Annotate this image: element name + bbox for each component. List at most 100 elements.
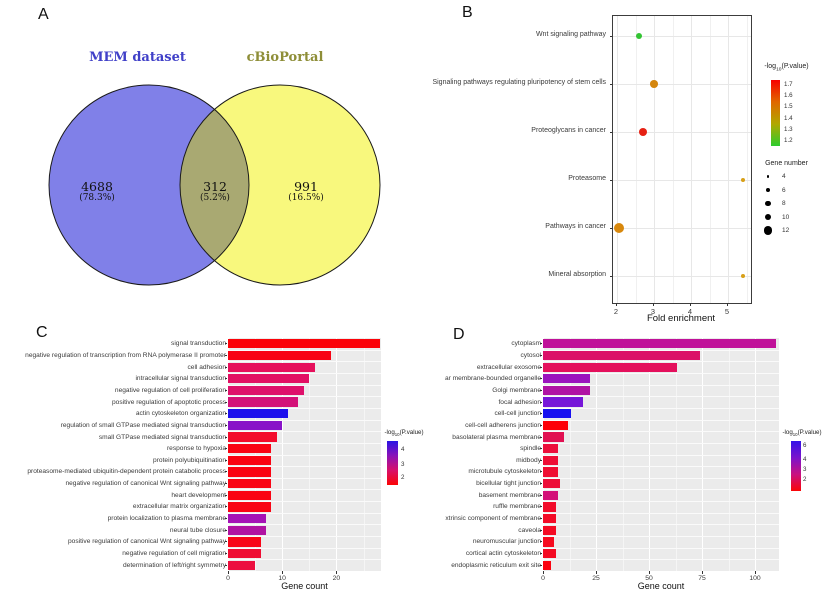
x-ticklabel: 10 [278,575,286,582]
venn-diagram [48,84,381,286]
row-separator [543,454,779,456]
c-category-label: regulation of small GTPase mediated sign… [60,421,226,429]
legend-ticklabel: 3 [401,460,405,468]
b-y-tickmark [609,131,612,133]
venn-outline-mem [48,84,250,286]
d-category-label: microtubule cytoskeleton [468,468,541,476]
bar [543,350,700,361]
c-category-label: negative regulation of cell proliferatio… [114,386,226,394]
d-category-label: midbody [516,456,541,464]
row-separator [543,407,779,409]
x-tickmark [336,571,338,574]
panel-c-label: C [36,324,49,341]
bar [228,444,272,454]
row-separator [228,442,381,444]
b-legend-ticklabel: 1.7 [784,81,793,88]
gridline-major [691,16,692,303]
b-pvalue-legend-ticks: 1.7 1.6 1.5 1.4 1.3 1.2 [784,80,814,146]
row-separator [228,536,381,537]
bar [228,513,266,524]
b-gene-legend-row: 10 [760,213,820,226]
x-ticklabel: 100 [749,575,761,582]
c-category-label: response to hypoxia [166,445,226,453]
row-separator [228,361,381,363]
panel-a-label: A [38,6,50,23]
d-x-axis-title: Gene count [637,581,685,591]
venn-set2-percent: (16.5%) [288,193,324,203]
row-separator [228,501,381,502]
b-x-tickmark [653,303,654,306]
bar [543,548,556,559]
gridline-minor [709,16,711,303]
x-tickmark [228,571,229,574]
c-category-label: neural tube closure [169,526,226,534]
x-tickmark [649,571,650,574]
b-gene-legend-dot [765,187,770,192]
row-separator [543,349,779,351]
gridline-horizontal [613,180,751,181]
d-category-label: caveola [518,526,541,534]
legend-ticklabel: 4 [401,445,405,453]
bar [543,432,565,442]
bar [543,397,584,407]
bar [228,537,261,547]
b-gene-legend-row: 6 [760,186,820,199]
b-legend-ticklabel: 1.3 [784,125,793,133]
row-separator [543,361,779,363]
c-y-tickmark [224,471,227,473]
c-y-tickmark [224,436,227,438]
c-y-tickmark [224,343,227,345]
b-gene-legend-dot [763,226,772,235]
row-separator [543,372,779,374]
gridline-horizontal [613,84,751,85]
d-y-tickmark [539,541,542,543]
row-separator [228,431,381,432]
c-legend-title: -log10(P.value) [384,429,424,438]
venn-set1-title: MEM dataset [89,50,186,65]
venn-overlap-percent: (5.2%) [200,193,230,203]
row-separator [543,501,779,502]
d-y-tickmark [539,366,542,368]
bar [543,339,777,349]
c-category-label: positive regulation of canonical Wnt sig… [68,538,226,546]
c-y-tickmark [224,483,227,485]
x-ticklabel: 25 [592,575,600,582]
d-y-tickmark [539,518,542,520]
b-x-tickmark [727,303,728,306]
b-x-ticklabel: 3 [650,307,656,316]
b-x-tickmark [616,303,617,306]
gridline-major [617,16,618,303]
bar [228,385,304,396]
c-category-label: negative regulation of canonical Wnt sig… [65,480,226,488]
bar [228,502,272,512]
row-separator [228,559,381,561]
c-y-tickmark [224,389,227,391]
c-y-tickmark [224,424,227,426]
row-separator [228,512,381,514]
c-y-tickmark [224,378,227,380]
c-y-tickmark [224,459,227,461]
venn-set1-percent: (78.3%) [79,193,115,203]
b-category-label: Mineral absorption [548,270,606,278]
c-category-label: proteasome-mediated ubiquitin-dependent … [27,468,226,476]
bar [543,525,556,535]
c-y-tickmark [224,553,227,555]
legend-ticklabel: 3 [803,466,807,473]
b-gene-legend-label: 12 [782,227,790,234]
gridline-horizontal [613,276,751,277]
row-separator [543,396,779,398]
c-category-label: actin cytoskeleton organization [135,410,226,418]
b-y-tickmark [609,227,612,229]
x-ticklabel: 75 [698,575,706,582]
gridline-horizontal [613,132,751,133]
row-separator [228,396,381,398]
row-separator [543,524,779,526]
d-category-labels: cytoplasm cytosol extracellular exosome ar … [422,338,541,571]
b-legend-ticklabel: 1.4 [784,114,793,122]
c-plot-area [224,338,381,571]
bar [228,350,331,361]
x-ticklabel: 0 [541,575,545,582]
legend-ticklabel: 6 [803,442,807,449]
b-x-axis: 2 3 4 5 [612,303,750,317]
venn-set2-count: 991 [294,179,318,194]
